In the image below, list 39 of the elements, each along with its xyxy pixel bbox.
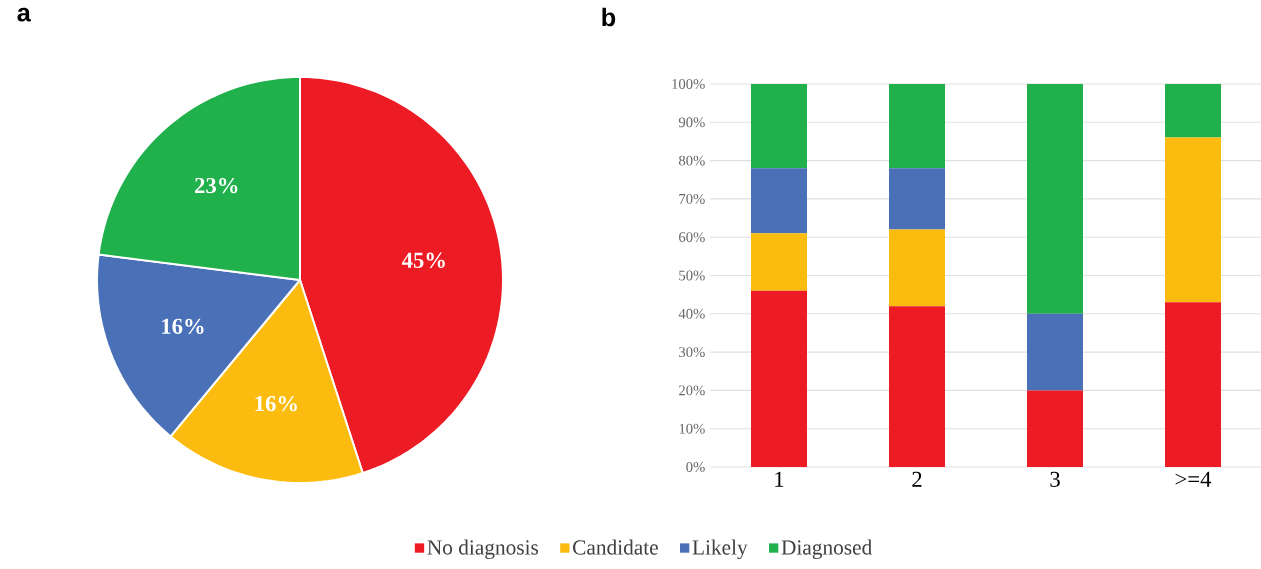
bar: [1165, 302, 1221, 467]
data-label: 23%: [195, 177, 238, 194]
legend-label: No diagnosis: [427, 539, 539, 560]
bar: [751, 290, 807, 467]
bar: [751, 233, 807, 291]
data-label: 45%: [401, 252, 445, 268]
bar: [751, 84, 807, 169]
chart-title: b: [602, 7, 616, 27]
bar: [1165, 137, 1221, 303]
data-label: 16%: [162, 318, 204, 334]
bar: [1027, 84, 1083, 314]
legend-label: Candidate: [573, 539, 658, 555]
bar: [889, 306, 945, 467]
bar: [751, 168, 807, 234]
x-tick-label: 3: [1050, 471, 1060, 487]
x-tick-label: 2: [912, 471, 922, 487]
y-tick-label: 10%: [679, 423, 705, 434]
bar: [889, 168, 945, 230]
bar: [1027, 390, 1083, 467]
legend-label: Diagnosed: [781, 539, 872, 560]
chart-title: a: [17, 7, 31, 22]
y-tick-label: 100%: [672, 79, 705, 89]
x-tick-label: 1: [775, 471, 784, 487]
y-tick-label: 30%: [679, 347, 705, 358]
y-tick-label: 40%: [678, 308, 705, 319]
y-tick-label: 50%: [679, 270, 705, 281]
bar: [1165, 84, 1221, 138]
y-tick-label: 0%: [686, 462, 705, 472]
legend-label: Likely: [692, 539, 748, 560]
bar: [889, 229, 945, 307]
y-tick-label: 60%: [679, 232, 705, 243]
data-label: 16%: [255, 395, 297, 412]
y-tick-label: 90%: [678, 117, 705, 128]
y-tick-label: 70%: [679, 193, 705, 204]
y-tick-label: 80%: [678, 155, 705, 166]
bar: [889, 84, 945, 169]
y-tick-label: 20%: [679, 385, 705, 396]
x-tick-label: >=4: [1175, 471, 1212, 487]
bar: [1027, 313, 1083, 391]
